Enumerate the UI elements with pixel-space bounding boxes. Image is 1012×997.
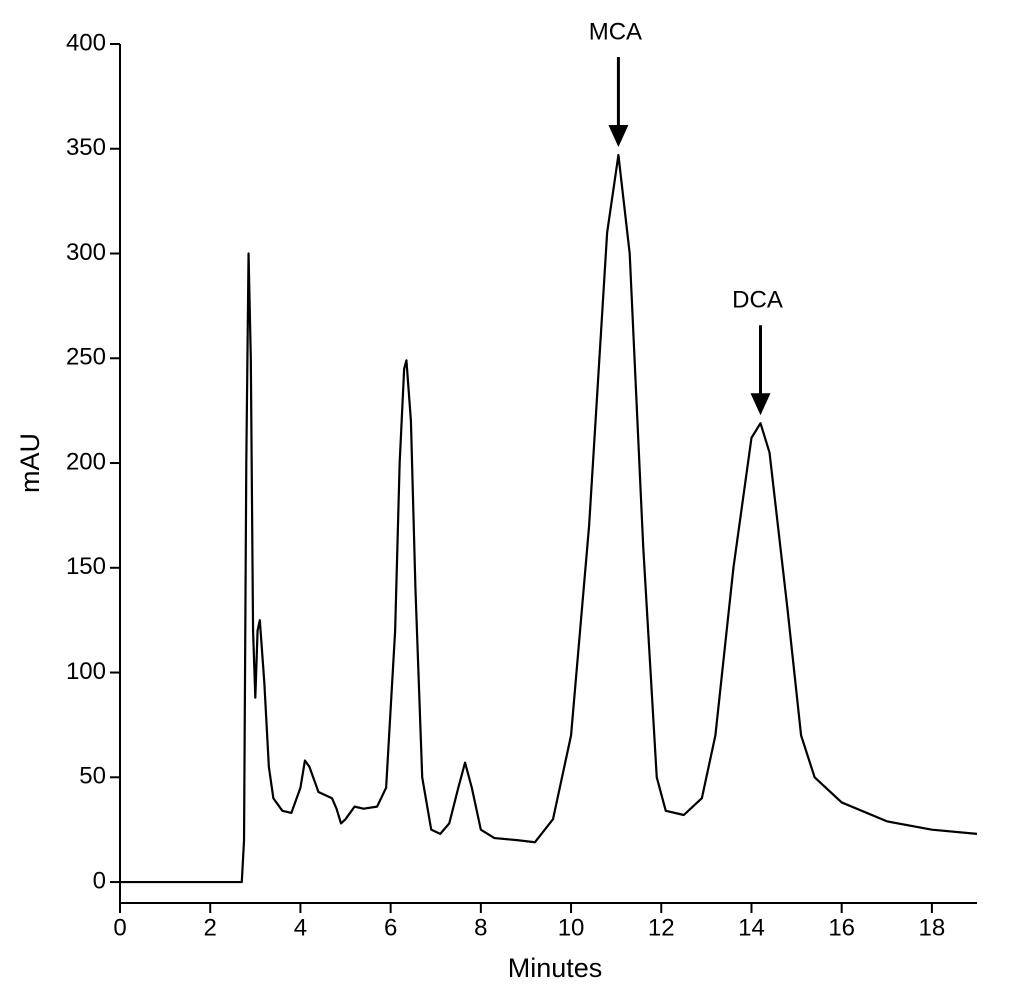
y-tick-label: 250 <box>66 344 106 371</box>
annotation-arrow-head <box>750 393 771 416</box>
annotation-label: MCA <box>589 18 642 45</box>
y-tick-label: 0 <box>93 867 106 894</box>
y-tick-label: 400 <box>66 29 106 56</box>
x-tick-label: 16 <box>828 914 855 941</box>
x-tick-label: 0 <box>113 914 126 941</box>
x-tick-label: 4 <box>294 914 307 941</box>
annotation-arrow-head <box>608 125 629 148</box>
x-tick-label: 18 <box>919 914 946 941</box>
y-tick-label: 150 <box>66 553 106 580</box>
y-tick-label: 350 <box>66 134 106 161</box>
x-tick-label: 6 <box>384 914 397 941</box>
x-axis-label: Minutes <box>508 953 603 983</box>
x-tick-label: 2 <box>204 914 217 941</box>
x-tick-label: 8 <box>474 914 487 941</box>
y-tick-label: 300 <box>66 239 106 266</box>
y-tick-label: 200 <box>66 448 106 475</box>
trace <box>120 153 978 884</box>
y-tick-label: 50 <box>79 763 106 790</box>
annotation-label: DCA <box>732 287 783 314</box>
x-tick-label: 14 <box>738 914 765 941</box>
x-tick-label: 10 <box>558 914 585 941</box>
y-axis-label: mAU <box>15 433 45 493</box>
y-tick-label: 100 <box>66 658 106 685</box>
x-tick-label: 12 <box>648 914 675 941</box>
